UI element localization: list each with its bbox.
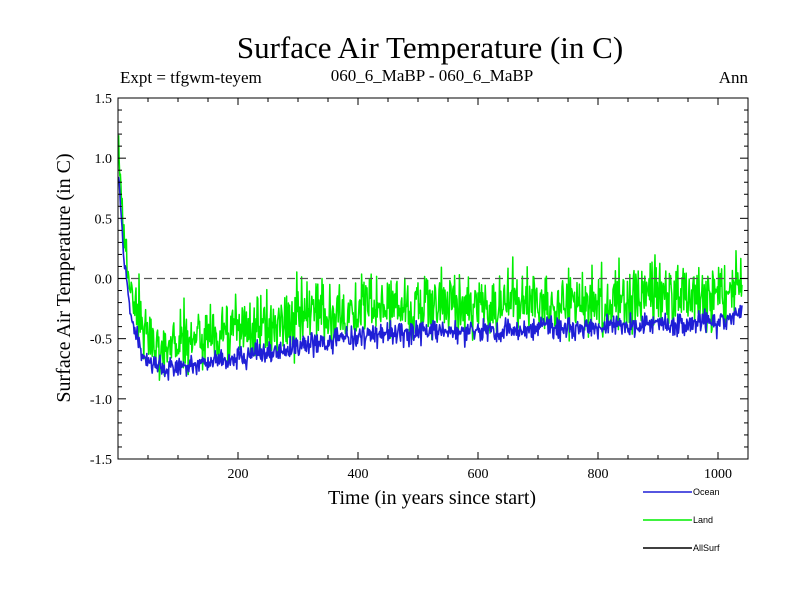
season-label: Ann (719, 68, 749, 87)
series-line-ocean (117, 176, 743, 381)
y-tick-label: -1.5 (90, 453, 112, 468)
x-tick-label: 800 (588, 467, 609, 482)
y-tick-label: 0.0 (95, 273, 113, 288)
y-tick-label: -0.5 (90, 333, 112, 348)
y-tick-label: 1.5 (95, 92, 113, 107)
chart-title: Surface Air Temperature (in C) (237, 30, 623, 65)
x-axis-label: Time (in years since start) (328, 487, 536, 509)
y-axis-label: Surface Air Temperature (in C) (53, 153, 75, 402)
x-tick-label: 600 (468, 467, 489, 482)
comparison-label: 060_6_MaBP - 060_6_MaBP (331, 66, 533, 85)
legend-label-allsurf: AllSurf (693, 543, 720, 553)
legend: Ocean Land AllSurf (643, 487, 720, 553)
x-tick-label: 1000 (704, 467, 732, 482)
experiment-label: Expt = tfgwm-teyem (120, 68, 262, 87)
y-tick-label: 0.5 (95, 212, 113, 227)
series-layer (117, 135, 743, 381)
legend-label-ocean: Ocean (693, 487, 720, 497)
legend-label-land: Land (693, 515, 713, 525)
y-tick-label: -1.0 (90, 393, 112, 408)
x-tick-label: 400 (348, 467, 369, 482)
x-tick-label: 200 (228, 467, 249, 482)
series-line-land (117, 135, 743, 381)
ticks-layer: 200 400 600 800 1000 -1.5 -1.0 -0.5 0.0 0.5 1.0 1.5 (90, 92, 749, 482)
y-tick-label: 1.0 (95, 152, 113, 167)
